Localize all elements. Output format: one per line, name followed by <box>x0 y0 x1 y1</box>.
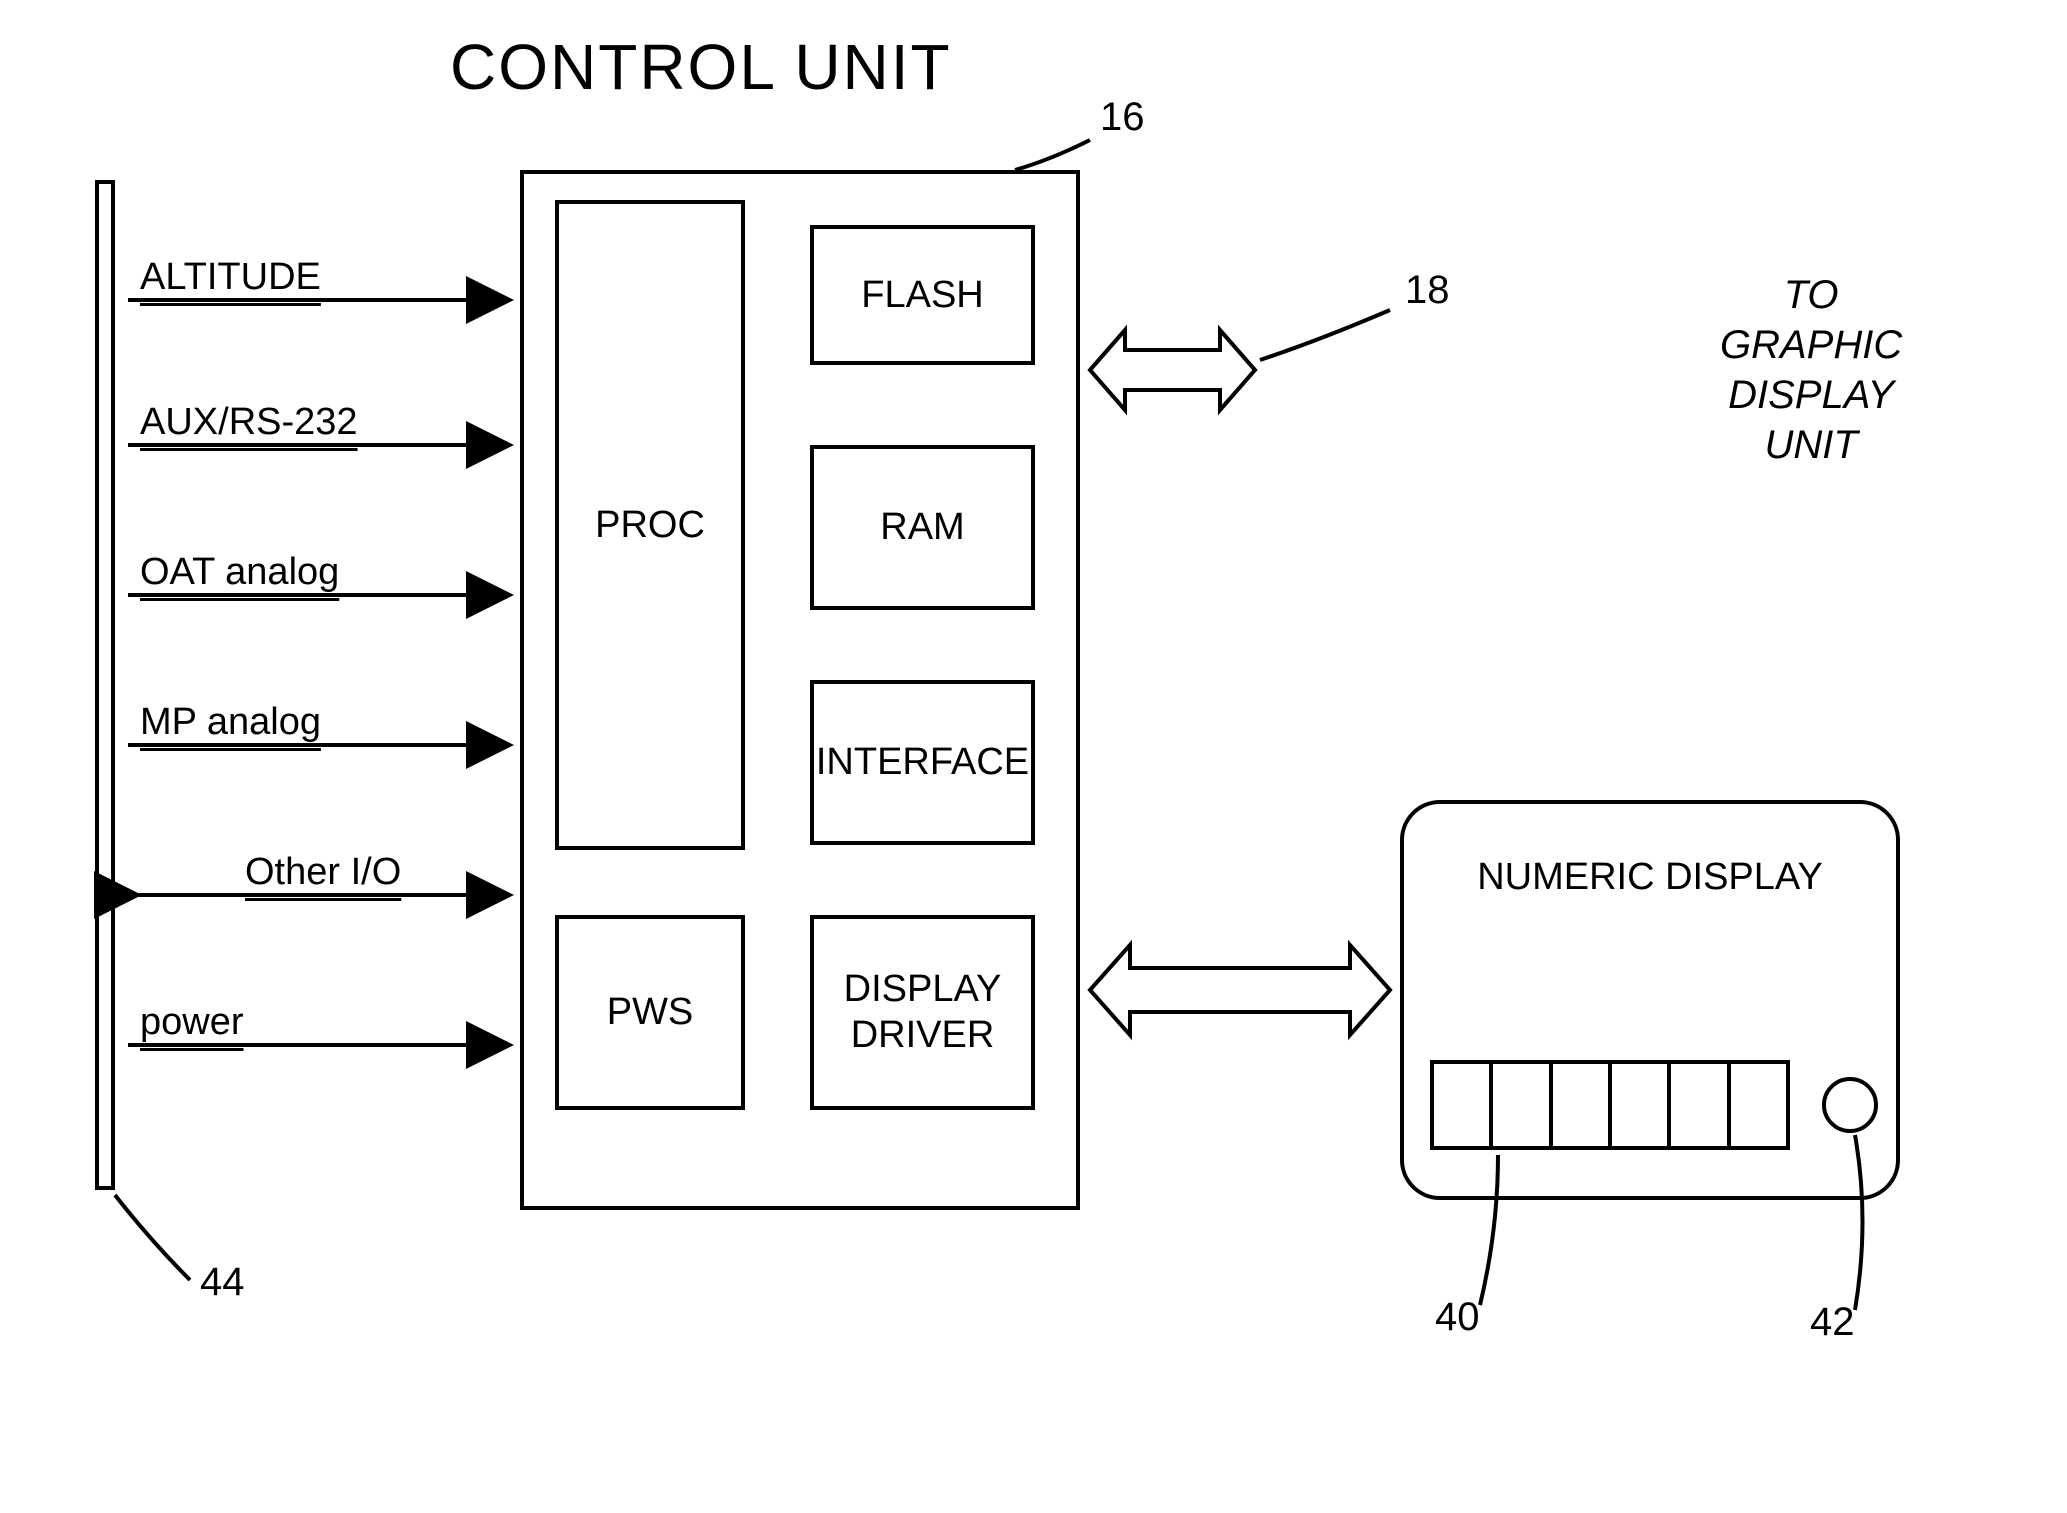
ram-block: RAM <box>810 445 1035 610</box>
flash-label: FLASH <box>861 274 983 317</box>
numeric-display-knob-icon <box>1822 1077 1878 1133</box>
input-label-5: power <box>140 1001 244 1044</box>
interface-label: INTERFACE <box>816 741 1029 784</box>
input-label-4: Other I/O <box>245 851 401 894</box>
ref-16: 16 <box>1100 95 1145 140</box>
display-cell <box>1608 1060 1667 1150</box>
ref-44: 44 <box>200 1260 245 1305</box>
ram-label: RAM <box>880 506 964 549</box>
input-label-3: MP analog <box>140 701 321 744</box>
double-arrow-bottom-icon <box>1090 945 1390 1035</box>
pws-block: PWS <box>555 915 745 1110</box>
numeric-display-bar <box>1430 1060 1790 1150</box>
display-cell <box>1430 1060 1489 1150</box>
ref-40: 40 <box>1435 1295 1480 1340</box>
input-label-1: AUX/RS-232 <box>140 401 358 444</box>
leader-16 <box>1015 140 1090 170</box>
leader-44 <box>115 1195 190 1280</box>
pws-label: PWS <box>607 991 694 1034</box>
to-graphic-display-unit-label: TO GRAPHIC DISPLAY UNIT <box>1720 270 1902 470</box>
display-cell <box>1667 1060 1726 1150</box>
input-label-0: ALTITUDE <box>140 256 321 299</box>
interface-block: INTERFACE <box>810 680 1035 845</box>
flash-block: FLASH <box>810 225 1035 365</box>
display-driver-label: DISPLAY DRIVER <box>814 967 1031 1058</box>
display-driver-block: DISPLAY DRIVER <box>810 915 1035 1110</box>
proc-block: PROC <box>555 200 745 850</box>
diagram-title: CONTROL UNIT <box>450 30 952 104</box>
display-cell <box>1549 1060 1608 1150</box>
connector-bar <box>95 180 115 1190</box>
ref-18: 18 <box>1405 268 1450 313</box>
numeric-display-label: NUMERIC DISPLAY <box>1404 854 1896 902</box>
input-label-2: OAT analog <box>140 551 339 594</box>
double-arrow-top-icon <box>1090 330 1255 410</box>
proc-label: PROC <box>595 504 705 547</box>
leader-18 <box>1260 310 1390 360</box>
diagram-canvas: CONTROL UNIT PROC FLASH RAM INTERFACE PW… <box>0 0 2067 1513</box>
ref-42: 42 <box>1810 1300 1855 1345</box>
display-cell <box>1489 1060 1548 1150</box>
display-cell <box>1727 1060 1790 1150</box>
